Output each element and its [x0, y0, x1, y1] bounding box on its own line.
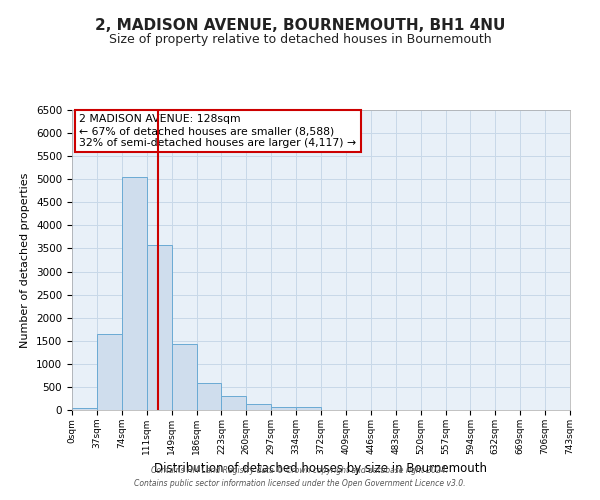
Text: 2, MADISON AVENUE, BOURNEMOUTH, BH1 4NU: 2, MADISON AVENUE, BOURNEMOUTH, BH1 4NU [95, 18, 505, 32]
Y-axis label: Number of detached properties: Number of detached properties [20, 172, 31, 348]
Bar [172, 344, 197, 410]
Text: Contains HM Land Registry data © Crown copyright and database right 2024.
Contai: Contains HM Land Registry data © Crown c… [134, 466, 466, 487]
Text: 2 MADISON AVENUE: 128sqm
← 67% of detached houses are smaller (8,588)
32% of sem: 2 MADISON AVENUE: 128sqm ← 67% of detach… [79, 114, 356, 148]
Bar [146, 245, 172, 410]
Bar [97, 334, 122, 410]
Bar [296, 408, 321, 410]
X-axis label: Distribution of detached houses by size in Bournemouth: Distribution of detached houses by size … [155, 462, 487, 475]
Bar [72, 408, 97, 410]
Bar [247, 404, 271, 410]
Bar [221, 396, 247, 410]
Text: Size of property relative to detached houses in Bournemouth: Size of property relative to detached ho… [109, 32, 491, 46]
Bar [271, 408, 296, 410]
Bar [122, 177, 146, 410]
Bar [197, 383, 221, 410]
